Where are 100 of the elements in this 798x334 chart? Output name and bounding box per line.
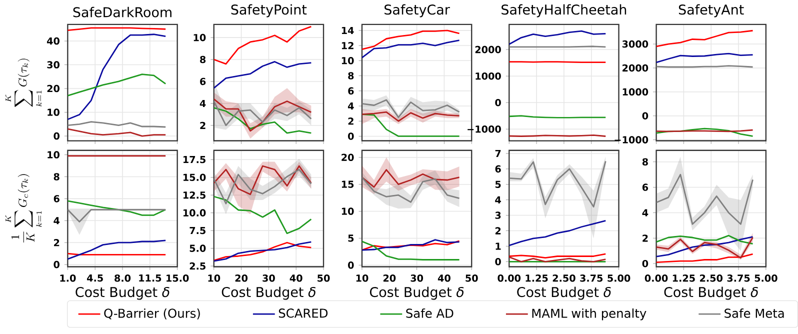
y-tick-label: 2000	[622, 64, 648, 72]
line-series	[656, 52, 754, 64]
y-tick-label: 8	[642, 158, 648, 166]
y-tick-label: 2000	[475, 46, 501, 54]
line-series	[509, 220, 606, 246]
y-axis-title: $\frac{1}{K}\sum_{k=1}^{K} G_c(\tau_k)$	[6, 174, 42, 242]
y-tick-label: 0	[642, 112, 648, 120]
y-tick-label: 5	[495, 180, 501, 188]
y-tick-label: 0	[348, 261, 354, 269]
y-tick-label: 40	[46, 37, 60, 45]
line-series	[68, 240, 166, 260]
y-tick-label: 10	[342, 56, 354, 64]
x-tick-label: 2.50	[552, 274, 576, 282]
line-series	[509, 30, 606, 45]
y-tick-label: 6	[642, 184, 648, 191]
line-series	[214, 60, 312, 89]
y-tick-label: 4	[495, 196, 501, 204]
y-tick-label: 1000	[622, 88, 648, 96]
line-series	[656, 253, 754, 263]
y-tick-label: 8	[348, 72, 354, 80]
line-series	[68, 34, 166, 120]
chart-title: SafetyCar	[384, 4, 450, 18]
x-tick-label: 50	[466, 274, 478, 282]
x-tick-label: 2.50	[700, 274, 723, 282]
line-series	[68, 128, 166, 137]
chart-title: SafetyHalfCheetah	[502, 4, 626, 18]
x-tick-label: 0.00	[498, 274, 521, 282]
x-tick-label: 10	[208, 274, 220, 282]
x-tick-label: 30	[262, 274, 275, 282]
y-tick-label: 2	[54, 239, 60, 246]
chart-title: SafetyAnt	[678, 4, 744, 18]
y-tick-label: 10	[342, 208, 354, 215]
x-tick-label: 3.75	[580, 274, 603, 282]
line-series	[656, 30, 754, 48]
line-series	[214, 107, 312, 134]
y-tick-label: −1000	[614, 136, 648, 144]
y-tick-label: 7	[495, 150, 501, 157]
x-tick-label: 5.00	[608, 274, 630, 282]
line-series	[214, 165, 312, 196]
y-tick-label: 5	[348, 234, 354, 242]
y-tick-label: 7.5	[190, 226, 206, 234]
y-tick-label: 2	[495, 227, 501, 234]
x-axis-title: Cost Budget δ	[76, 286, 170, 300]
y-tick-label: 20	[342, 154, 354, 161]
x-tick-label: 20	[383, 274, 396, 282]
y-tick-label: 5.0	[190, 244, 206, 252]
y-tick-label: 10.0	[183, 209, 206, 216]
y-tick-label: 2	[642, 234, 648, 242]
x-tick-label: 1.25	[526, 274, 548, 282]
line-series	[214, 98, 312, 132]
line-series	[656, 234, 754, 245]
chart-title: SafetyPoint	[231, 4, 307, 18]
y-tick-label: 20	[47, 84, 60, 92]
y-tick-label: 8	[200, 56, 206, 64]
y-tick-label: 10	[48, 151, 60, 158]
y-tick-label: 2	[200, 122, 206, 129]
y-tick-label: 0	[54, 260, 60, 268]
x-tick-label: 20	[235, 274, 248, 282]
line-series	[362, 40, 460, 58]
y-tick-label: 8	[54, 173, 60, 180]
y-tick-label: 0	[495, 258, 501, 266]
y-tick-label: 0	[495, 98, 501, 106]
line-series	[214, 168, 312, 204]
y-tick-label: 1000	[476, 72, 501, 80]
y-tick-label: 0	[54, 132, 60, 140]
line-series	[362, 99, 460, 118]
line-series	[214, 100, 312, 126]
y-tick-label: 6	[348, 87, 354, 94]
y-tick-label: 4	[54, 217, 60, 224]
y-tick-label: 10	[48, 108, 60, 116]
x-axis-title: Cost Budget δ	[664, 286, 758, 300]
x-tick-label: 40	[290, 274, 302, 282]
legend-label: Q-Barrier (Ours)	[104, 308, 200, 320]
x-tick-label: 5.00	[754, 274, 778, 282]
line-series	[362, 30, 460, 50]
legend-label: Safe Meta	[724, 308, 784, 318]
legend-label: SCARED	[278, 308, 328, 318]
y-tick-label: 3000	[622, 40, 648, 48]
x-tick-label: 8.0	[114, 274, 131, 282]
y-tick-label: 12.5	[183, 191, 206, 199]
y-tick-label: 6	[495, 165, 501, 173]
y-axis-title: $\sum_{k=1}^{K} G(\tau_k)$	[6, 58, 42, 107]
y-tick-label: 2.5	[190, 262, 206, 270]
y-tick-label: 0	[642, 260, 648, 268]
x-axis-title: Cost Budget δ	[370, 286, 464, 300]
y-tick-label: 6	[54, 195, 60, 202]
x-axis-title: Cost Budget δ	[222, 286, 316, 300]
line-series	[656, 174, 754, 225]
x-tick-label: 15.0	[166, 274, 189, 282]
legend-label: Safe AD	[406, 308, 454, 318]
line-series	[68, 200, 166, 216]
x-axis-title: Cost Budget δ	[517, 286, 611, 300]
y-tick-label: 2	[348, 118, 354, 125]
y-tick-label: 10	[194, 34, 206, 42]
x-tick-label: 0.00	[644, 274, 668, 282]
line-series	[362, 169, 460, 188]
line-series	[509, 160, 606, 208]
x-tick-label: 40	[438, 274, 450, 282]
y-tick-label: 0	[348, 132, 354, 140]
y-tick-label: 1	[496, 242, 501, 250]
